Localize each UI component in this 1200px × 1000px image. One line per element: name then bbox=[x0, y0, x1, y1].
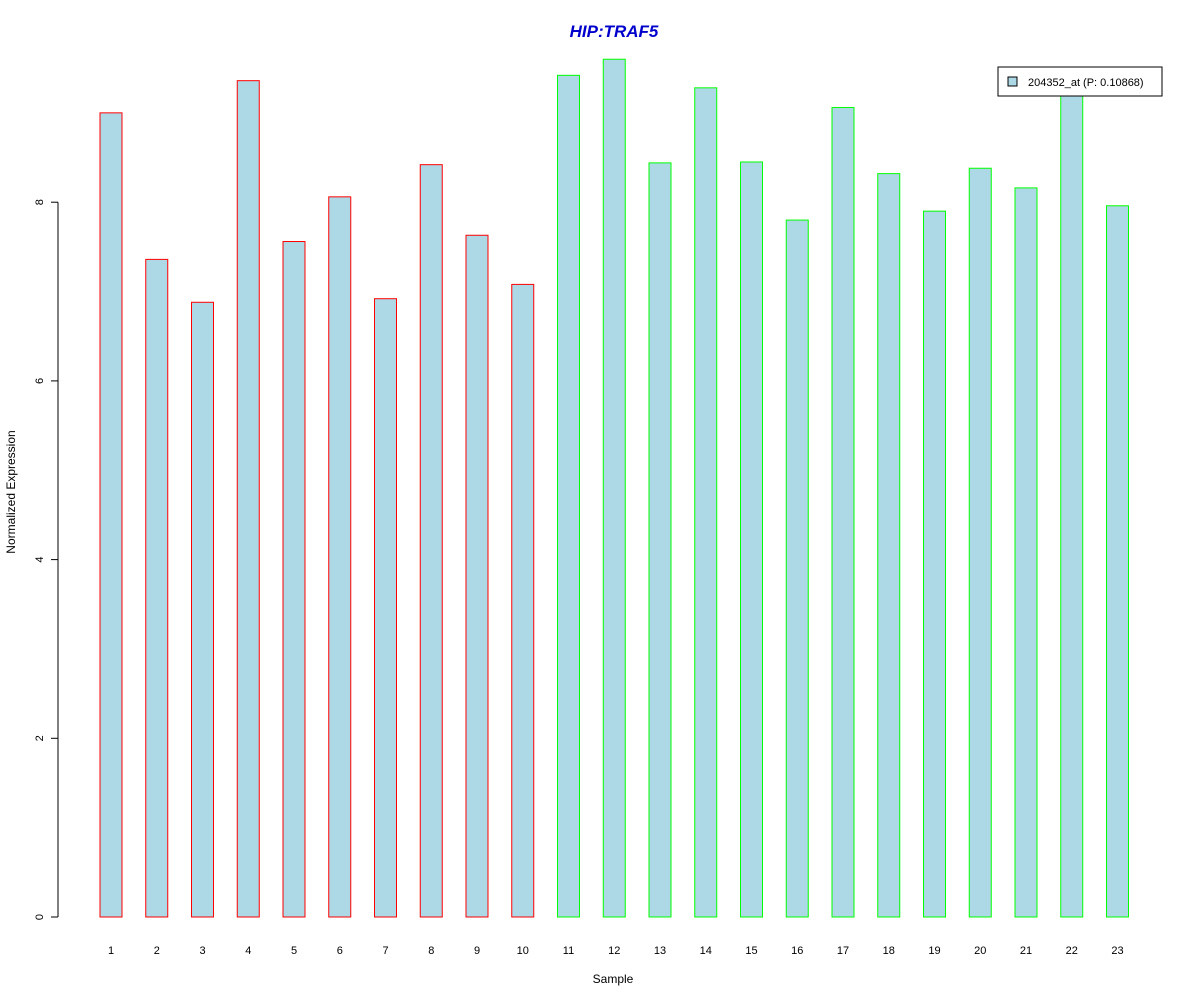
x-tick-label: 10 bbox=[517, 945, 529, 957]
chart-title: HIP:TRAF5 bbox=[570, 22, 659, 41]
x-tick-label: 17 bbox=[837, 945, 849, 957]
x-tick-label: 6 bbox=[337, 945, 343, 957]
bar-sample-16 bbox=[785, 219, 809, 918]
y-axis-label: Normalized Expression bbox=[4, 430, 18, 553]
bar-sample-4 bbox=[236, 80, 260, 918]
bar-sample-9 bbox=[465, 234, 489, 918]
bar-sample-10 bbox=[511, 283, 535, 918]
x-tick-label: 3 bbox=[199, 945, 205, 957]
legend: 204352_at (P: 0.10868) bbox=[997, 66, 1163, 97]
bar-sample-23 bbox=[1106, 205, 1129, 918]
y-tick-label: 6 bbox=[34, 378, 46, 384]
y-tick-label: 2 bbox=[34, 735, 46, 741]
bar-sample-12 bbox=[602, 58, 626, 918]
x-tick-label: 16 bbox=[791, 945, 803, 957]
bar-sample-1 bbox=[99, 112, 123, 918]
legend-box bbox=[997, 66, 1163, 97]
x-tick-labels: 1 2 3 4 5 6 7 8 9 10 11 12 13 14 15 16 17 18 19 20 21 22 23 bbox=[108, 945, 1124, 957]
bar-sample-22 bbox=[1060, 87, 1084, 918]
x-tick-label: 2 bbox=[154, 945, 160, 957]
x-tick-label: 20 bbox=[974, 945, 986, 957]
bar-sample-17 bbox=[831, 106, 855, 918]
bar-sample-15 bbox=[740, 161, 763, 918]
y-axis: 0 2 4 6 8 bbox=[34, 199, 59, 920]
x-tick-label: 1 bbox=[108, 945, 114, 957]
x-tick-label: 23 bbox=[1111, 945, 1123, 957]
x-tick-label: 12 bbox=[608, 945, 620, 957]
x-tick-label: 13 bbox=[654, 945, 666, 957]
x-tick-label: 7 bbox=[382, 945, 388, 957]
bar-sample-19 bbox=[923, 210, 946, 918]
x-tick-label: 21 bbox=[1020, 945, 1032, 957]
x-tick-label: 4 bbox=[245, 945, 251, 957]
x-tick-label: 11 bbox=[563, 945, 574, 957]
bar-sample-20 bbox=[968, 167, 992, 918]
legend-swatch bbox=[1007, 76, 1018, 87]
x-tick-label: 8 bbox=[428, 945, 434, 957]
bar-sample-11 bbox=[557, 74, 580, 918]
y-tick-label: 8 bbox=[34, 199, 46, 205]
bar-sample-2 bbox=[145, 258, 169, 918]
bar-sample-14 bbox=[694, 87, 718, 918]
bar-sample-7 bbox=[374, 298, 397, 918]
bar-sample-21 bbox=[1014, 187, 1038, 918]
x-tick-label: 22 bbox=[1066, 945, 1078, 957]
bar-sample-13 bbox=[648, 162, 672, 918]
bar-sample-5 bbox=[282, 241, 306, 918]
bar-sample-3 bbox=[191, 301, 214, 918]
x-tick-label: 9 bbox=[474, 945, 480, 957]
bar-sample-18 bbox=[877, 173, 901, 918]
x-tick-label: 19 bbox=[928, 945, 940, 957]
y-tick-label: 0 bbox=[34, 914, 46, 920]
bar-sample-6 bbox=[328, 196, 352, 918]
bars bbox=[99, 58, 1129, 918]
x-axis-label: Sample bbox=[593, 972, 634, 986]
x-tick-label: 14 bbox=[700, 945, 712, 957]
x-tick-label: 5 bbox=[291, 945, 297, 957]
x-tick-label: 18 bbox=[883, 945, 895, 957]
x-tick-label: 15 bbox=[745, 945, 757, 957]
y-tick-label: 4 bbox=[34, 557, 46, 563]
legend-label: 204352_at (P: 0.10868) bbox=[1028, 77, 1144, 89]
bar-sample-8 bbox=[419, 164, 443, 918]
